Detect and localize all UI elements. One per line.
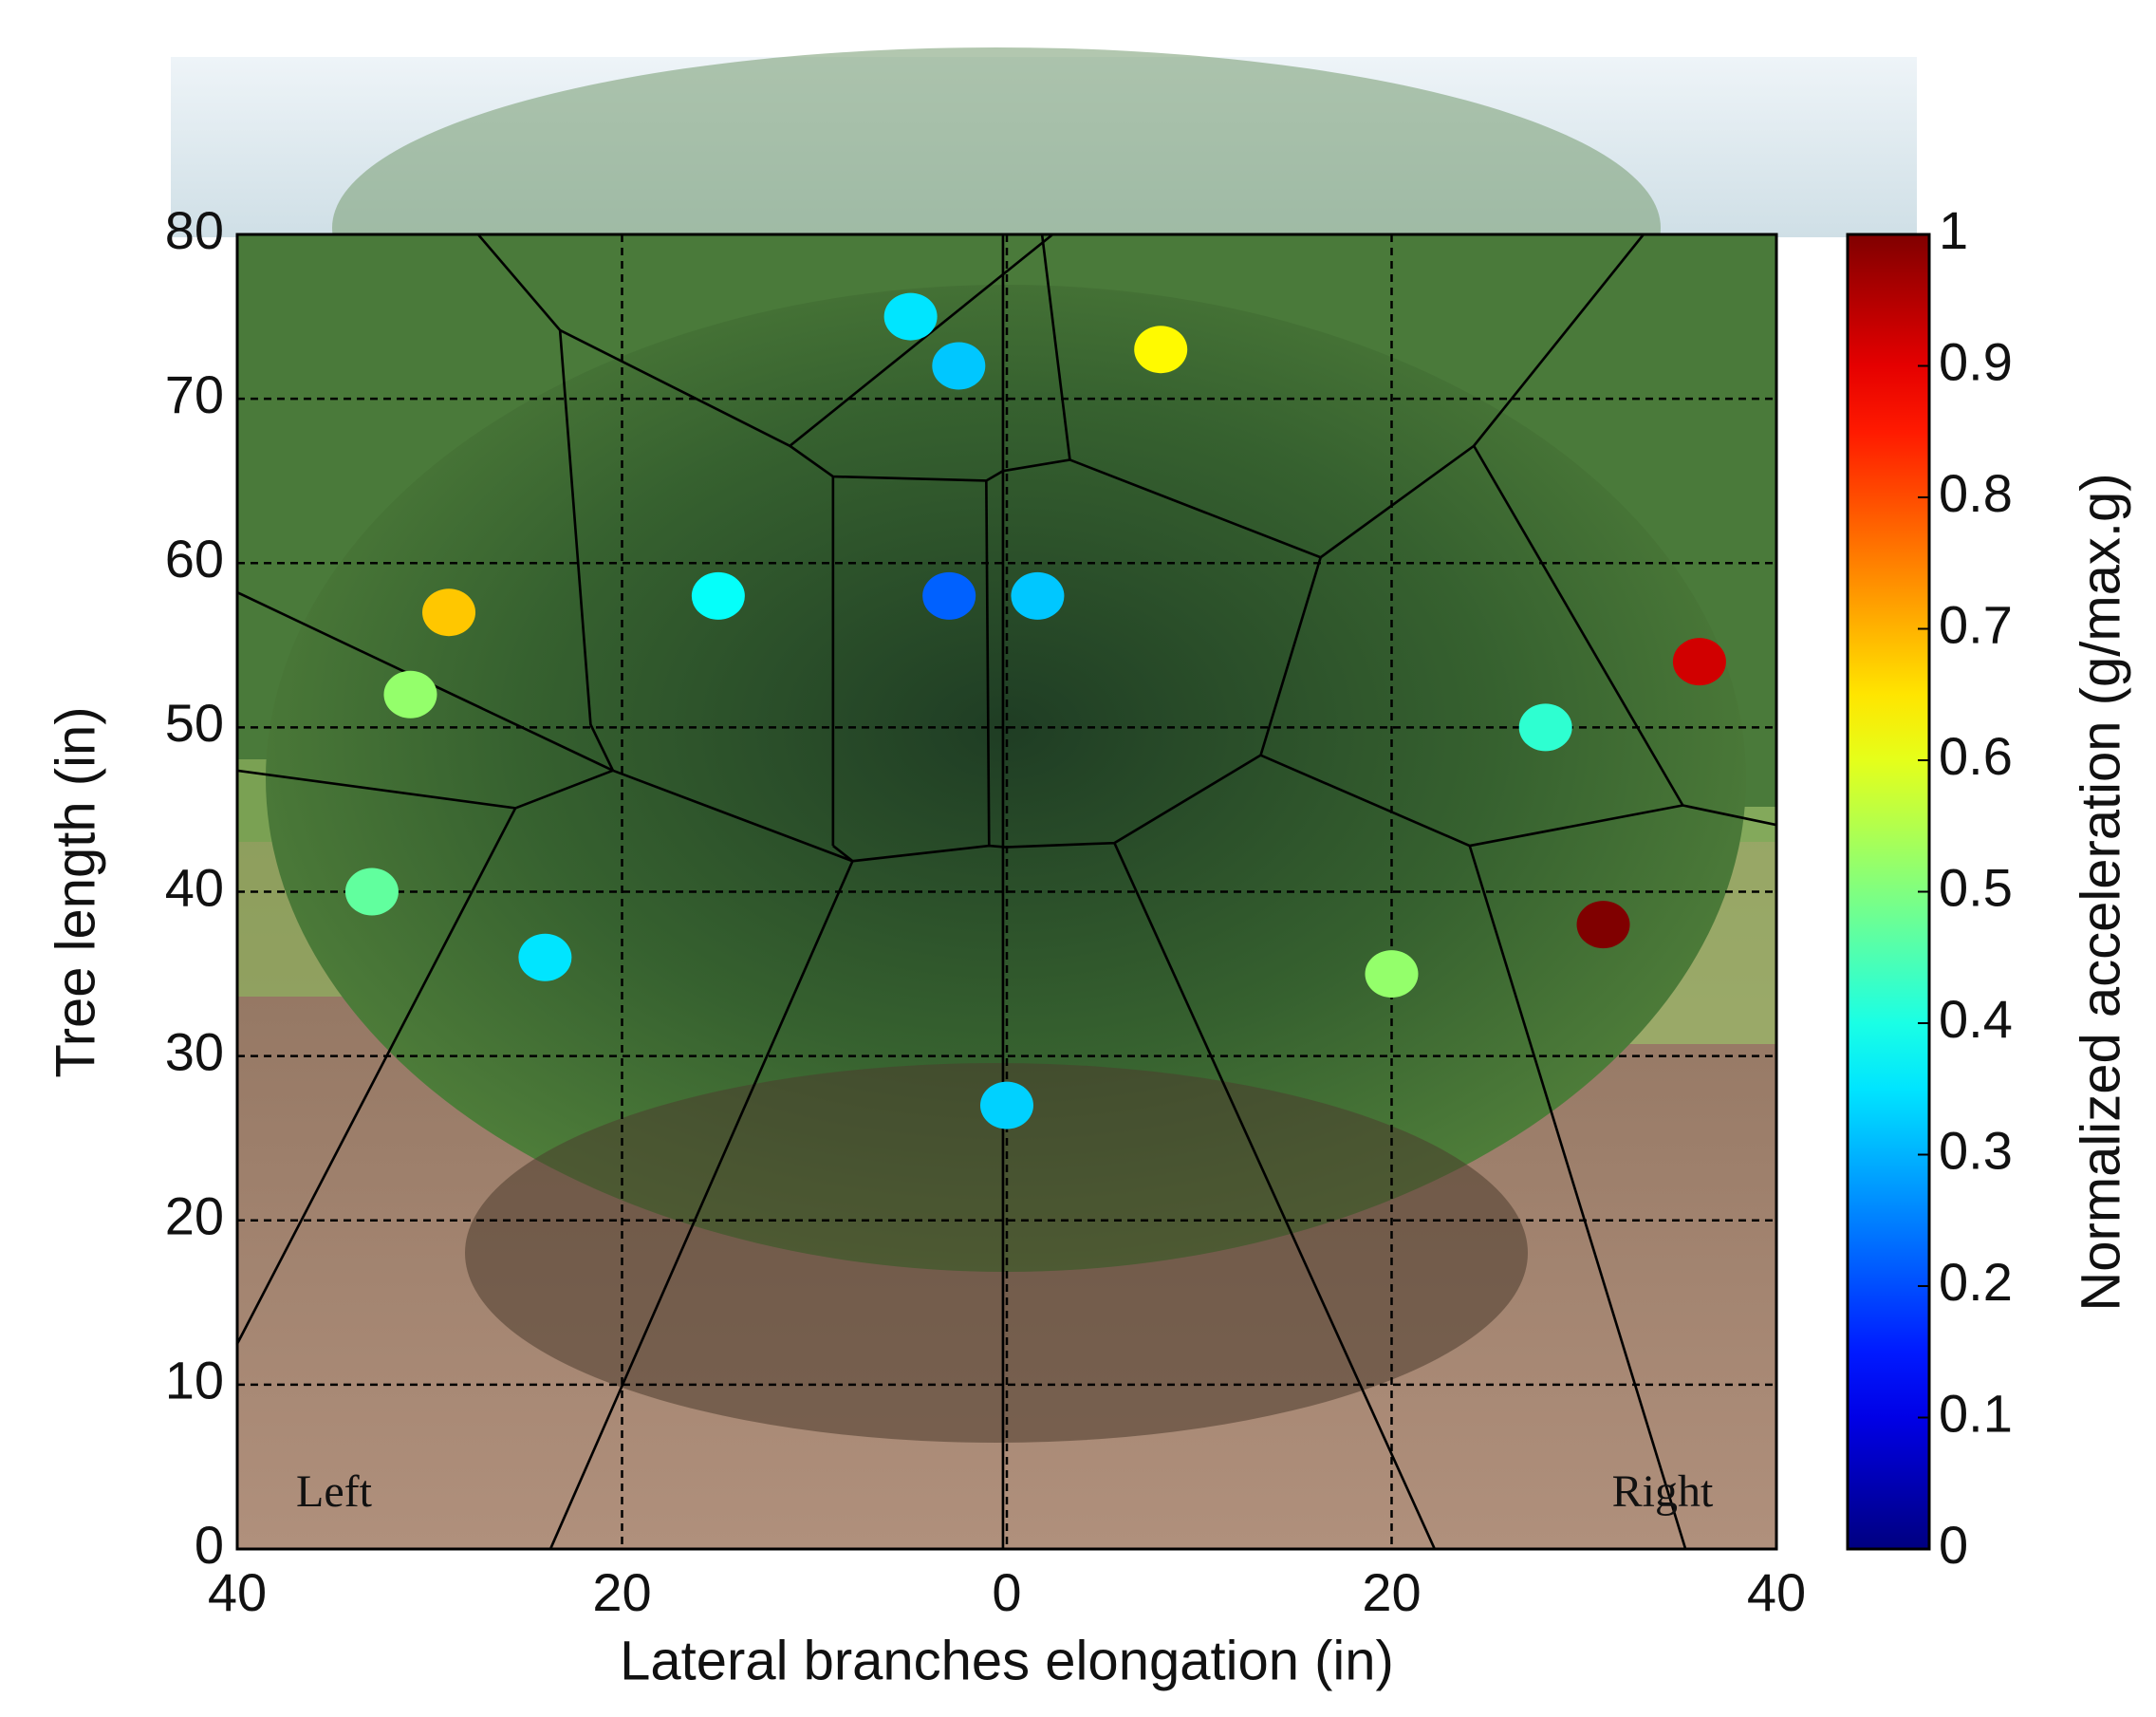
colorbar-tick-label: 0.7 [1939,594,2013,654]
point [422,588,476,637]
colorbar-tick-label: 0.8 [1939,463,2013,523]
y-tick-label: 30 [165,1021,224,1081]
point [691,571,745,620]
point [883,292,938,341]
x-tick-label: 40 [1747,1562,1806,1622]
y-tick-label: 60 [165,529,224,588]
annotation: Right [1612,1466,1714,1517]
colorbar-tick-label: 0 [1939,1515,1968,1575]
colorbar-tick-label: 0.9 [1939,331,2013,391]
y-tick-label: 10 [165,1351,224,1410]
y-tick-label: 80 [165,200,224,260]
point [1672,638,1726,686]
plot-frame [235,233,1778,1551]
colorbar-tick-label: 0.3 [1939,1120,2013,1180]
colorbar-tick-label: 0.6 [1939,726,2013,786]
point [1576,901,1630,949]
y-tick-label: 0 [195,1515,224,1575]
y-tick-label: 70 [165,364,224,424]
y-tick-label: 50 [165,693,224,753]
x-tick-label: 40 [208,1562,267,1622]
point [383,670,437,719]
point [518,933,572,981]
colorbar-label: Normalized acceleration (g/max.g) [2070,473,2131,1311]
colorbar-tick-label: 0.2 [1939,1252,2013,1312]
x-tick-label: 20 [592,1562,651,1622]
point [922,571,976,620]
x-axis-label: Lateral branches elongation (in) [620,1630,1394,1691]
voronoi-edges [235,233,1776,1550]
colorbar [1846,233,1931,1551]
x-tick-label: 20 [1362,1562,1421,1622]
colorbar-tick-label: 0.4 [1939,989,2013,1049]
point [1011,571,1065,620]
points [344,292,1726,1129]
point [1365,950,1419,998]
point [344,868,399,916]
point [1518,703,1572,752]
point [932,342,986,390]
y-tick-label: 20 [165,1186,224,1246]
y-axis-label: Tree length (in) [45,706,106,1077]
point [980,1081,1033,1129]
x-tick-label: 0 [992,1562,1021,1622]
colorbar-tick-label: 1 [1939,200,1968,260]
colorbar-tick-label: 0.1 [1939,1383,2013,1443]
annotation: Left [296,1466,373,1517]
point [1134,326,1188,374]
colorbar-tick-label: 0.5 [1939,857,2013,917]
y-tick-label: 40 [165,857,224,917]
